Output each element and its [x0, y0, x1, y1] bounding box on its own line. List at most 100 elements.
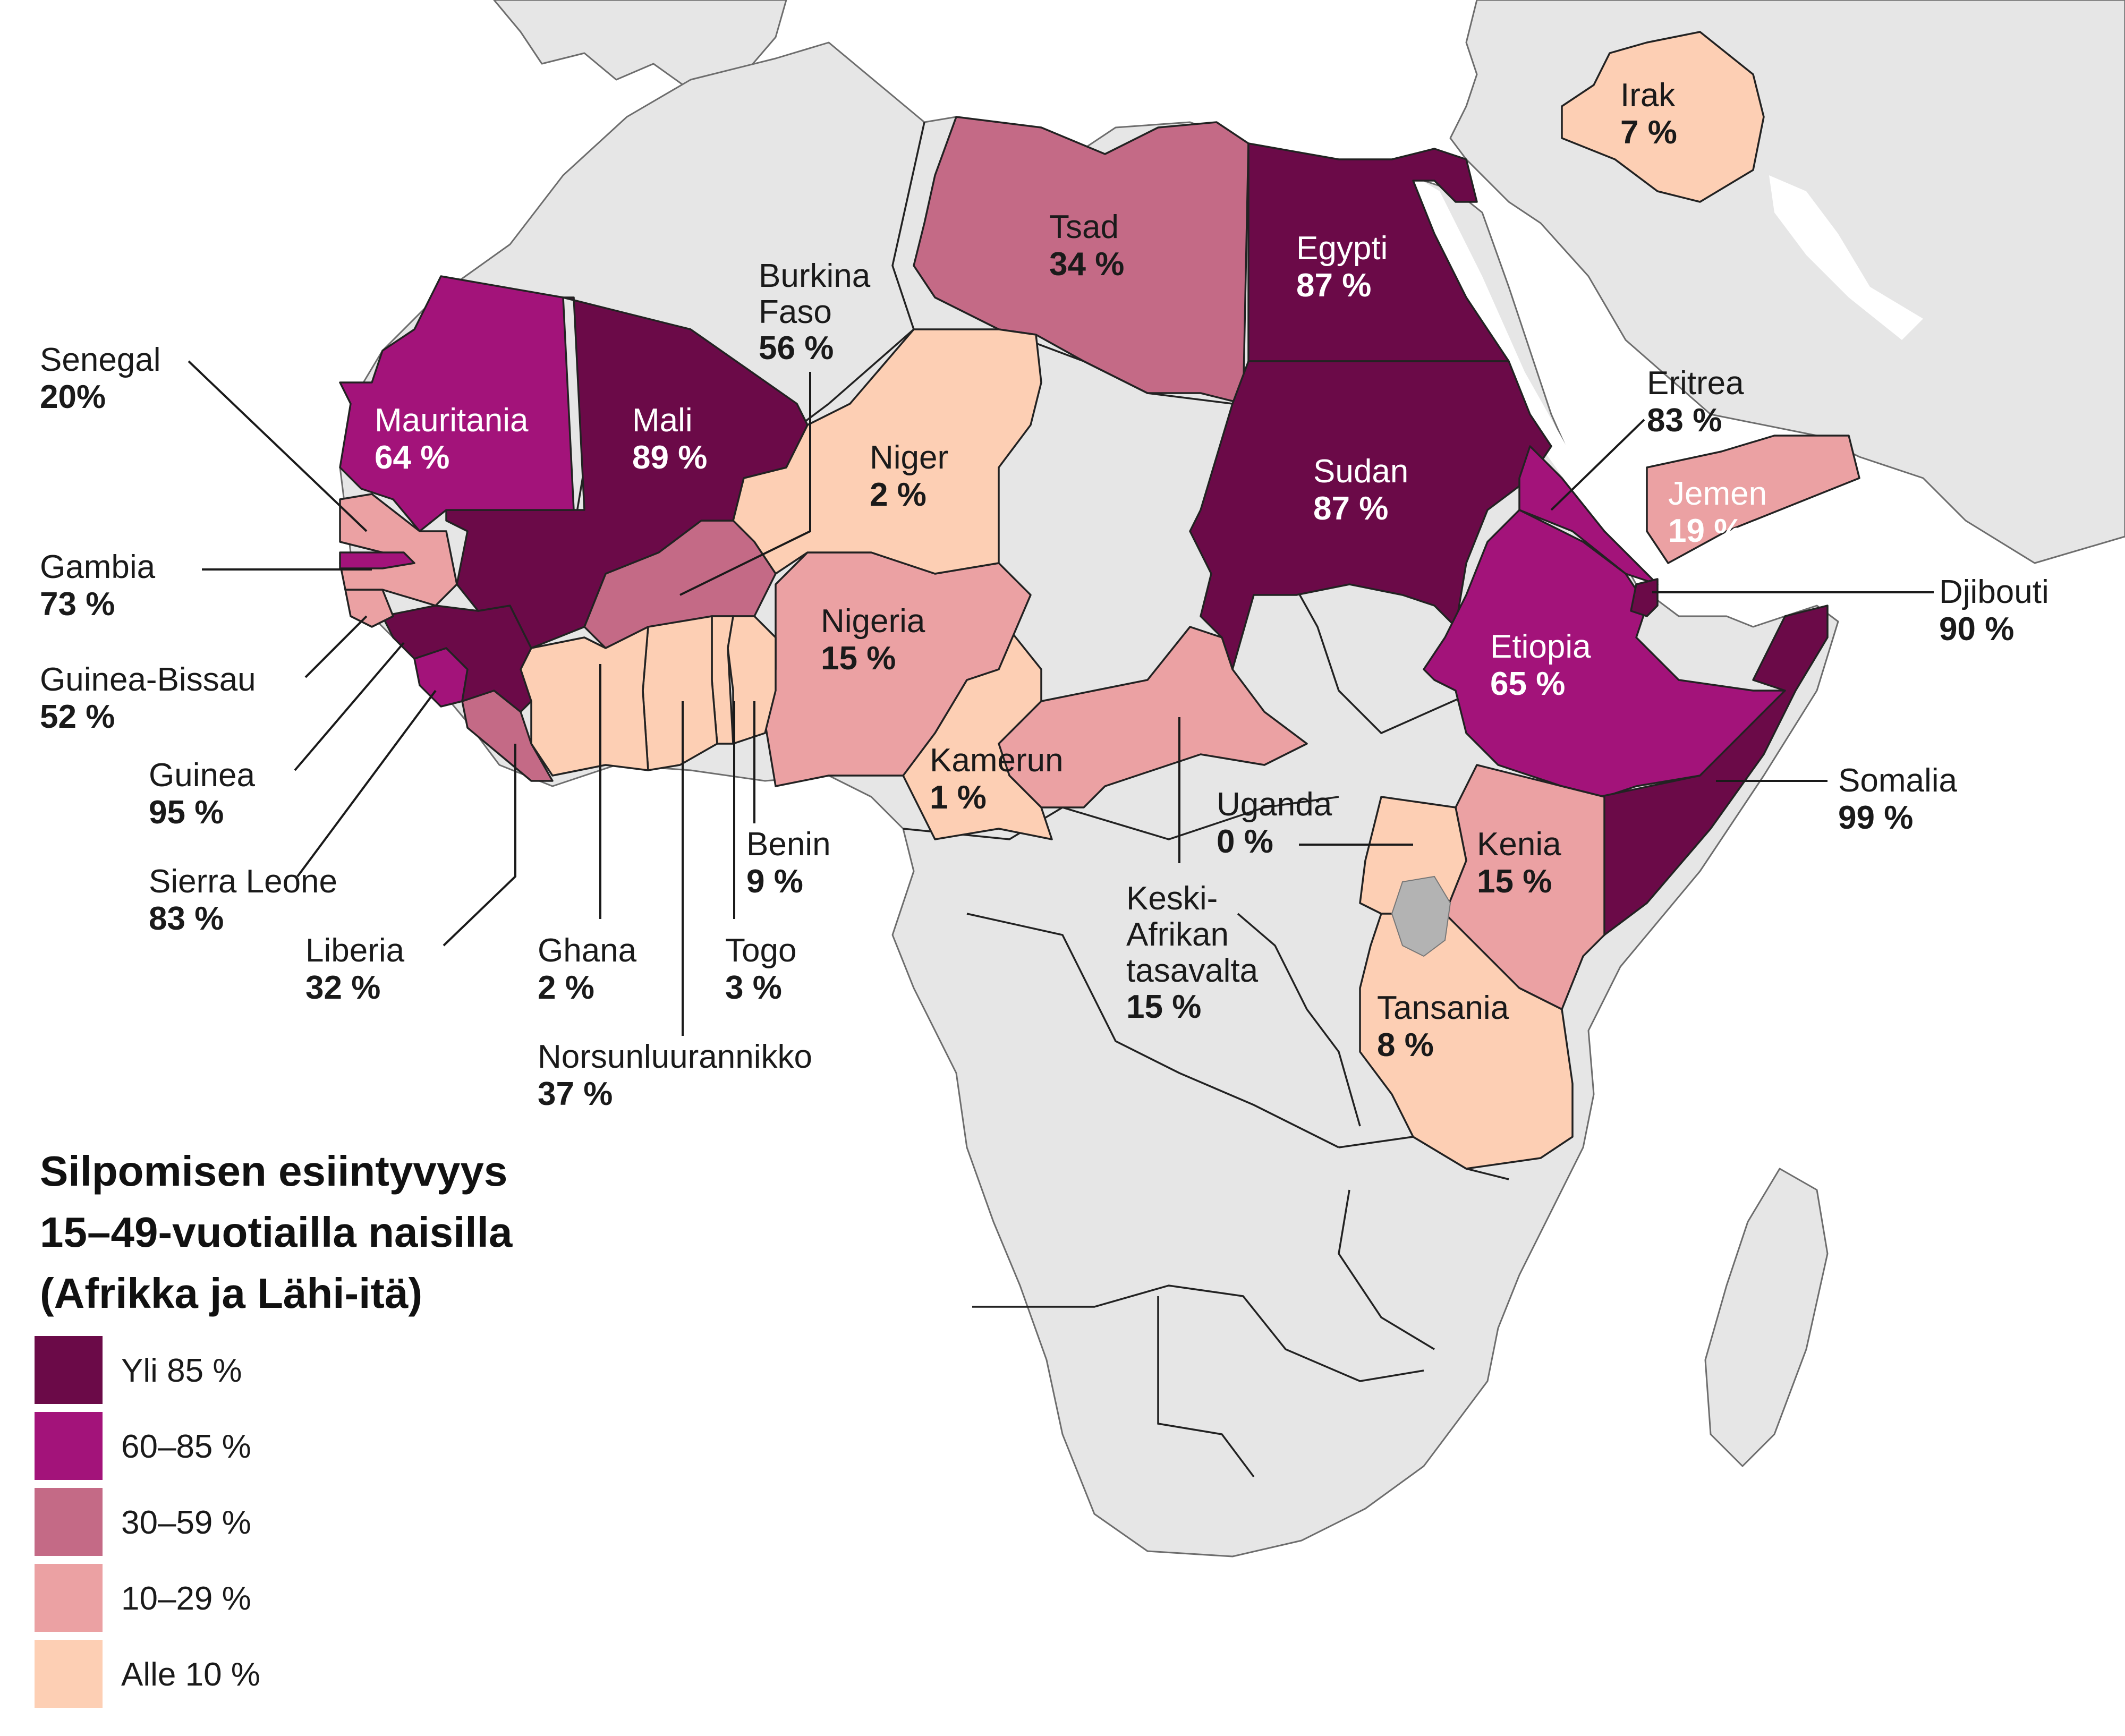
country-gambia — [339, 551, 415, 569]
title-line-3: (Afrikka ja Lähi-itä) — [40, 1270, 422, 1317]
country-ivory-coast — [520, 626, 649, 777]
label-benin-name: Benin — [746, 826, 831, 863]
label-car-value: 15 % — [1126, 989, 1201, 1025]
leader-lines — [188, 360, 1934, 1036]
label-djibouti-name: Djibouti — [1939, 574, 2049, 610]
label-guinea-bissau-value: 52 % — [40, 699, 115, 735]
label-kenya-value: 15 % — [1477, 863, 1552, 900]
label-eritrea-value: 83 % — [1647, 402, 1722, 439]
country-ghana — [642, 615, 718, 771]
label-somalia-name: Somalia — [1838, 762, 1958, 799]
legend-label: 30–59 % — [121, 1504, 251, 1541]
label-egypt-value: 87 % — [1296, 267, 1371, 304]
label-senegal-name: Senegal — [40, 342, 161, 378]
title-line-1: Silpomisen esiintyvyys — [40, 1147, 507, 1195]
label-liberia-value: 32 % — [305, 969, 380, 1006]
legend-swatch — [35, 1336, 103, 1404]
label-tanzania-value: 8 % — [1377, 1027, 1434, 1063]
label-niger-name: Niger — [870, 439, 948, 476]
legend-swatch — [35, 1488, 103, 1556]
gulf-of-aden — [1647, 499, 1902, 606]
label-burkina-name2: Faso — [759, 294, 832, 330]
red-sea — [1413, 175, 1652, 579]
label-yemen-value: 19 % — [1668, 513, 1743, 549]
label-chad-name: Tsad — [1049, 209, 1119, 245]
label-car-name1: Keski- — [1126, 880, 1218, 917]
country-chad — [913, 116, 1250, 405]
country-sudan — [1189, 360, 1552, 670]
label-eritrea-name: Eritrea — [1647, 365, 1744, 402]
label-mali-value: 89 % — [632, 439, 707, 476]
country-benin — [727, 615, 777, 745]
label-ghana-value: 2 % — [538, 969, 594, 1006]
label-togo-name: Togo — [725, 932, 796, 969]
leader-senegal — [188, 360, 368, 532]
colored-countries — [339, 31, 1860, 1170]
label-uganda-name: Uganda — [1217, 786, 1332, 823]
country-mauritania — [339, 275, 575, 532]
label-kenya-name: Kenia — [1477, 826, 1561, 863]
country-mali — [445, 296, 809, 649]
label-nigeria-name: Nigeria — [821, 603, 925, 640]
label-somalia-value: 99 % — [1838, 799, 1913, 836]
legend: Yli 85 % 60–85 % 30–59 % 10–29 % Alle 10 % — [35, 1336, 260, 1708]
label-liberia-name: Liberia — [305, 932, 405, 969]
label-iraq-name: Irak — [1620, 77, 1676, 114]
leader-guinea — [294, 642, 405, 771]
label-mauritania-name: Mauritania — [375, 402, 529, 439]
legend-label: 60–85 % — [121, 1428, 251, 1465]
label-sudan-value: 87 % — [1313, 490, 1388, 527]
leader-guinea-bissau — [304, 615, 368, 678]
label-egypt-name: Egypti — [1296, 230, 1388, 267]
label-yemen-name: Jemen — [1668, 475, 1767, 512]
country-labels: Senegal 20% Gambia 73 % Guinea-Bissau 52… — [40, 77, 2049, 1112]
label-uganda-value: 0 % — [1217, 823, 1273, 860]
leader-sierra-leone — [296, 690, 437, 878]
country-tanzania — [1359, 913, 1574, 1170]
legend-swatch — [35, 1564, 103, 1632]
label-tanzania-name: Tansania — [1377, 990, 1509, 1026]
label-ghana-name: Ghana — [538, 932, 637, 969]
label-iraq-value: 7 % — [1620, 114, 1677, 151]
label-sierra-leone-value: 83 % — [149, 900, 224, 937]
label-car-name2: Afrikan — [1126, 916, 1229, 953]
label-sierra-leone-name: Sierra Leone — [149, 863, 337, 900]
label-ethiopia-name: Etiopia — [1490, 628, 1591, 665]
label-car-name3: tasavalta — [1126, 952, 1259, 989]
label-benin-value: 9 % — [746, 863, 803, 900]
label-cameroon-value: 1 % — [930, 779, 987, 816]
persian-gulf — [1769, 175, 1923, 340]
legend-swatch — [35, 1640, 103, 1708]
madagascar-land — [1704, 1168, 1829, 1467]
title-line-2: 15–49-vuotiailla naisilla — [40, 1209, 513, 1256]
country-iraq — [1561, 31, 1765, 203]
label-mauritania-value: 64 % — [375, 439, 449, 476]
europe-land — [493, 0, 787, 91]
label-djibouti-value: 90 % — [1939, 611, 2014, 648]
country-djibouti — [1630, 578, 1659, 617]
label-senegal-value: 20% — [40, 379, 106, 415]
map-title: Silpomisen esiintyvyys 15–49-vuotiailla … — [40, 1147, 513, 1317]
legend-swatch — [35, 1412, 103, 1480]
label-guinea-bissau-name: Guinea-Bissau — [40, 661, 256, 698]
label-ivory-coast-name: Norsunluurannikko — [538, 1039, 812, 1075]
leader-liberia — [443, 744, 516, 947]
leader-burkina-faso — [679, 372, 811, 596]
label-gambia-value: 73 % — [40, 586, 115, 623]
leader-eritrea — [1550, 419, 1645, 511]
label-sudan-name: Sudan — [1313, 453, 1408, 490]
country-somalia — [1598, 605, 1829, 936]
legend-label: 10–29 % — [121, 1580, 251, 1617]
label-burkina-value: 56 % — [759, 330, 834, 367]
label-nigeria-value: 15 % — [821, 640, 896, 677]
label-gambia-name: Gambia — [40, 549, 156, 585]
label-niger-value: 2 % — [870, 476, 926, 513]
label-burkina-name1: Burkina — [759, 258, 871, 294]
label-mali-name: Mali — [632, 402, 693, 439]
country-egypt — [1247, 142, 1510, 362]
label-ivory-coast-value: 37 % — [538, 1076, 613, 1112]
label-guinea-name: Guinea — [149, 757, 255, 794]
country-eritrea — [1518, 445, 1659, 585]
label-cameroon-name: Kamerun — [930, 742, 1064, 779]
